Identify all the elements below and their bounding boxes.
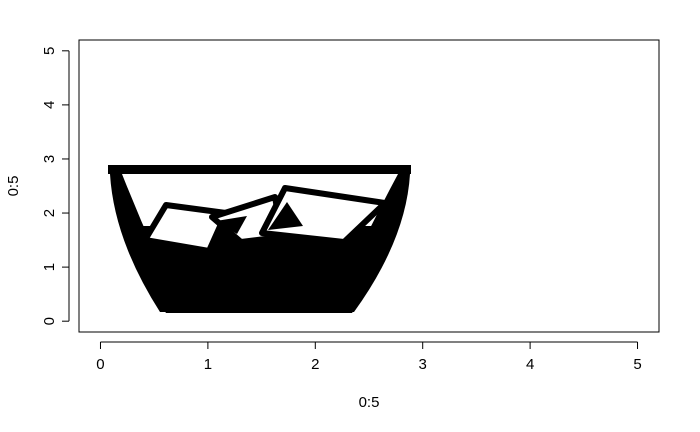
- x-tick-label: 2: [311, 356, 319, 373]
- x-tick-label: 1: [204, 356, 212, 373]
- y-tick-label: 1: [41, 263, 58, 271]
- x-axis-label: 0:5: [359, 394, 380, 411]
- x-tick-label: 3: [419, 356, 427, 373]
- y-tick-label: 2: [41, 209, 58, 217]
- x-tick-label: 0: [96, 356, 104, 373]
- x-tick-label: 4: [526, 356, 534, 373]
- y-tick-label: 3: [41, 155, 58, 163]
- y-tick-label: 5: [41, 47, 58, 55]
- x-axis: 0 1 2 3 4 5: [96, 341, 642, 373]
- plot-box: [78, 39, 660, 333]
- glass-with-ice-cubes-icon: [108, 165, 411, 313]
- y-tick-label: 0: [41, 317, 58, 325]
- y-tick-label: 4: [41, 101, 58, 109]
- x-tick-label: 5: [633, 356, 641, 373]
- y-axis: 0 1 2 3 4 5: [41, 47, 70, 325]
- y-axis-label: 0:5: [5, 176, 22, 197]
